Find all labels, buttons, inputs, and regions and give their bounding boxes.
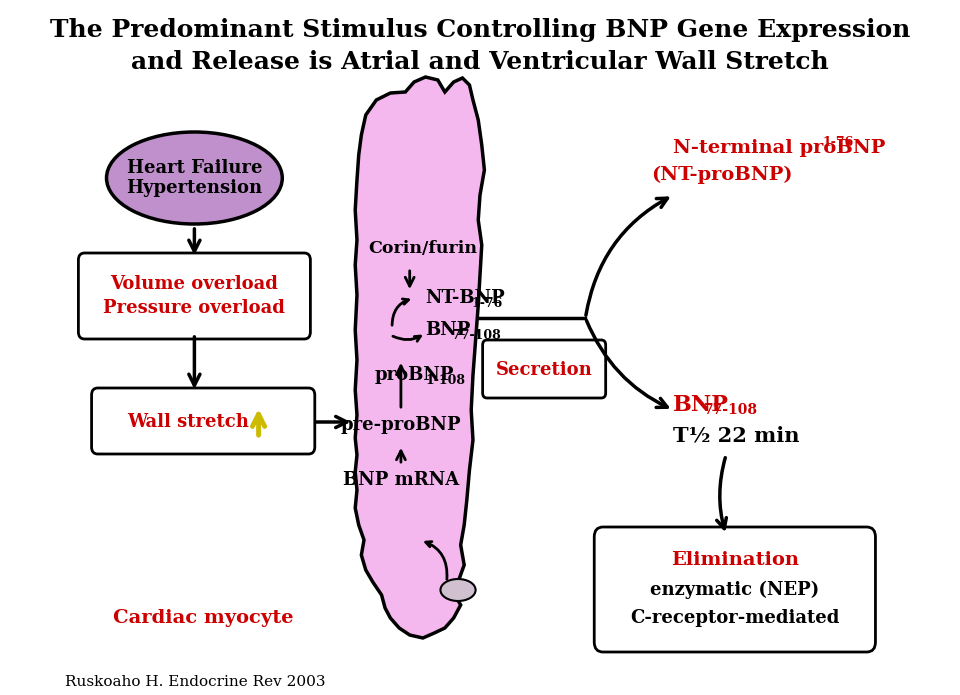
Text: 1-76: 1-76 [471, 297, 502, 309]
Text: Corin/furin: Corin/furin [369, 240, 477, 256]
Text: 1-76: 1-76 [823, 136, 854, 149]
Text: Pressure overload: Pressure overload [104, 299, 285, 317]
Text: T½ 22 min: T½ 22 min [673, 425, 800, 445]
Text: proBNP: proBNP [374, 366, 454, 384]
Text: N-terminal proBNP: N-terminal proBNP [673, 139, 886, 157]
Text: Volume overload: Volume overload [110, 275, 278, 293]
Text: (NT-proBNP): (NT-proBNP) [651, 166, 792, 184]
FancyBboxPatch shape [91, 388, 315, 454]
Text: Heart Failure: Heart Failure [127, 159, 262, 177]
Text: Wall stretch: Wall stretch [128, 413, 250, 431]
Text: C-receptor-mediated: C-receptor-mediated [630, 609, 840, 627]
Text: 77-108: 77-108 [704, 403, 758, 417]
Text: BNP mRNA: BNP mRNA [343, 471, 459, 489]
FancyBboxPatch shape [79, 253, 310, 339]
Text: Hypertension: Hypertension [127, 179, 262, 197]
Text: 1-108: 1-108 [425, 373, 466, 386]
Text: Elimination: Elimination [671, 551, 799, 569]
FancyBboxPatch shape [483, 340, 606, 398]
Text: BNP: BNP [425, 321, 471, 339]
FancyBboxPatch shape [594, 527, 876, 652]
Text: Ruskoaho H. Endocrine Rev 2003: Ruskoaho H. Endocrine Rev 2003 [65, 675, 325, 689]
Text: and Release is Atrial and Ventricular Wall Stretch: and Release is Atrial and Ventricular Wa… [132, 50, 828, 74]
Text: Secretion: Secretion [495, 361, 592, 379]
Ellipse shape [441, 579, 475, 601]
Text: pre-proBNP: pre-proBNP [341, 416, 461, 434]
Text: enzymatic (NEP): enzymatic (NEP) [650, 581, 820, 599]
Text: The Predominant Stimulus Controlling BNP Gene Expression: The Predominant Stimulus Controlling BNP… [50, 18, 910, 42]
Text: 77-108: 77-108 [452, 329, 500, 341]
Text: Cardiac myocyte: Cardiac myocyte [113, 609, 294, 627]
Text: NT-BNP: NT-BNP [425, 289, 505, 307]
Polygon shape [355, 77, 485, 638]
Text: BNP: BNP [673, 394, 730, 416]
Ellipse shape [107, 132, 282, 224]
